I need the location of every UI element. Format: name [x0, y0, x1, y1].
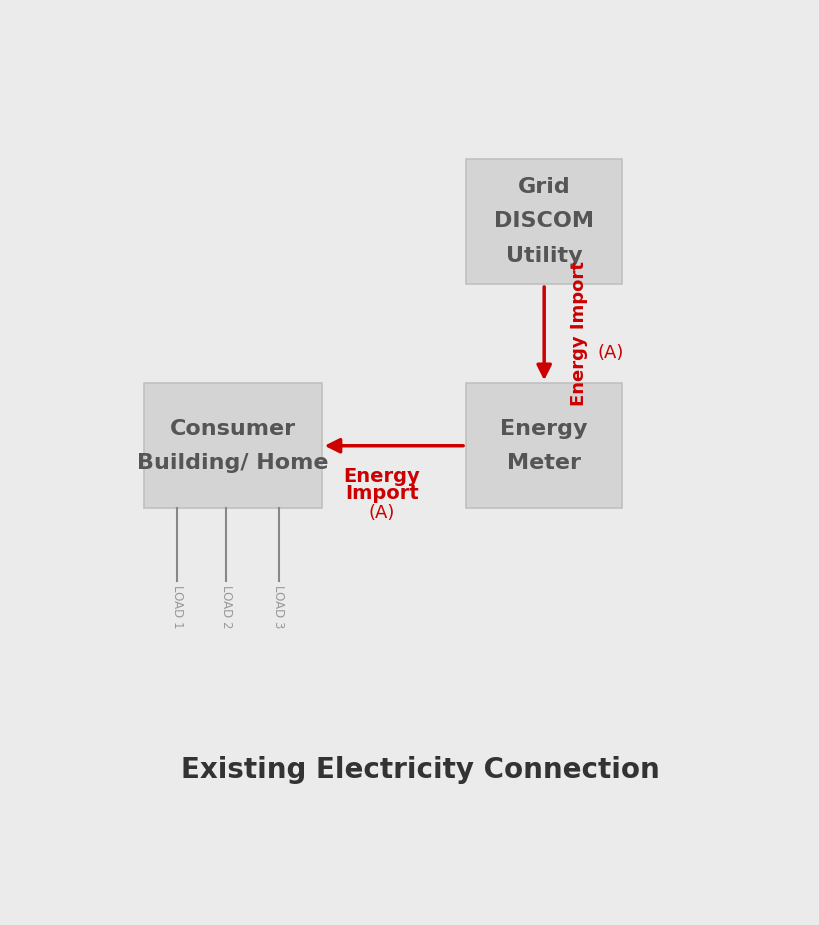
Text: (A): (A) — [369, 504, 395, 523]
Text: LOAD 3: LOAD 3 — [272, 585, 285, 628]
Text: Meter: Meter — [507, 453, 581, 473]
Text: Existing Electricity Connection: Existing Electricity Connection — [181, 756, 658, 783]
Text: Building/ Home: Building/ Home — [137, 453, 328, 473]
FancyBboxPatch shape — [143, 384, 321, 508]
Text: DISCOM: DISCOM — [494, 212, 594, 231]
Text: Consumer: Consumer — [170, 419, 296, 438]
Text: Import: Import — [345, 484, 419, 503]
FancyBboxPatch shape — [466, 384, 622, 508]
Text: Energy: Energy — [343, 467, 420, 486]
Text: Energy Import: Energy Import — [569, 261, 587, 406]
Text: Utility: Utility — [505, 245, 581, 265]
Text: Energy: Energy — [500, 419, 587, 438]
Text: LOAD 2: LOAD 2 — [219, 585, 233, 628]
Text: (A): (A) — [597, 344, 623, 363]
Text: Grid: Grid — [517, 178, 570, 197]
FancyBboxPatch shape — [466, 159, 622, 284]
Text: LOAD 1: LOAD 1 — [171, 585, 183, 628]
